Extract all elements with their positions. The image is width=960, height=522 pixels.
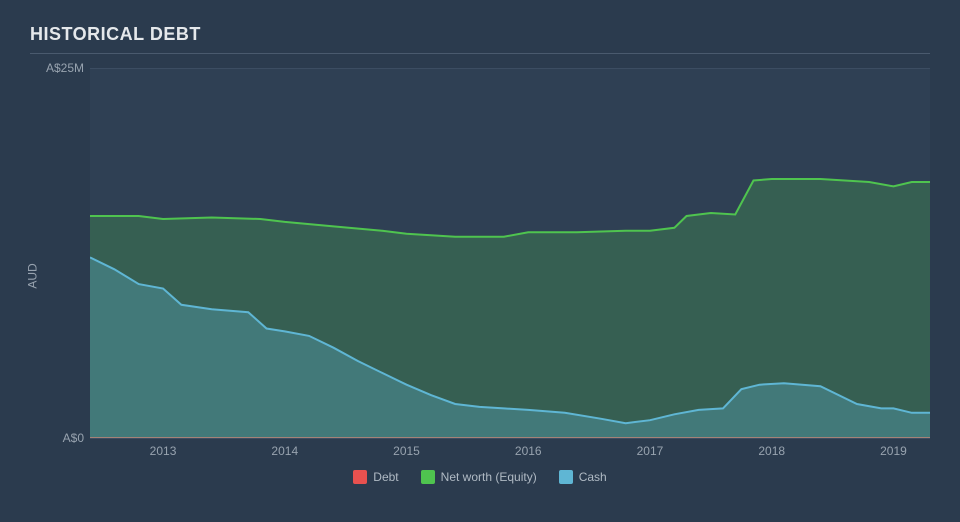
- chart-area: AUD A$0A$25M 201320142015201620172018201…: [30, 68, 930, 484]
- legend-label: Net worth (Equity): [441, 470, 537, 484]
- y-axis-labels: A$0A$25M: [30, 68, 90, 438]
- plot-surface: [90, 68, 930, 438]
- gridline: [90, 68, 930, 69]
- series-svg: [90, 68, 930, 438]
- legend-item: Net worth (Equity): [421, 470, 537, 484]
- x-tick-label: 2014: [271, 444, 298, 458]
- x-tick-label: 2018: [758, 444, 785, 458]
- legend-swatch: [421, 470, 435, 484]
- legend-label: Debt: [373, 470, 398, 484]
- x-tick-label: 2016: [515, 444, 542, 458]
- legend: Debt Net worth (Equity) Cash: [30, 470, 930, 484]
- x-tick-label: 2013: [150, 444, 177, 458]
- x-tick-label: 2019: [880, 444, 907, 458]
- y-tick-label: A$0: [63, 431, 84, 445]
- x-tick-label: 2017: [637, 444, 664, 458]
- x-tick-label: 2015: [393, 444, 420, 458]
- legend-item: Debt: [353, 470, 398, 484]
- plot-row: A$0A$25M: [30, 68, 930, 438]
- legend-swatch: [353, 470, 367, 484]
- chart-container: HISTORICAL DEBT AUD A$0A$25M 20132014201…: [0, 0, 960, 504]
- legend-label: Cash: [579, 470, 607, 484]
- x-axis-labels: 2013 2014 2015 2016 2017 2018 2019: [90, 438, 930, 460]
- y-tick-label: A$25M: [46, 61, 84, 75]
- chart-title: HISTORICAL DEBT: [30, 24, 930, 54]
- legend-swatch: [559, 470, 573, 484]
- legend-item: Cash: [559, 470, 607, 484]
